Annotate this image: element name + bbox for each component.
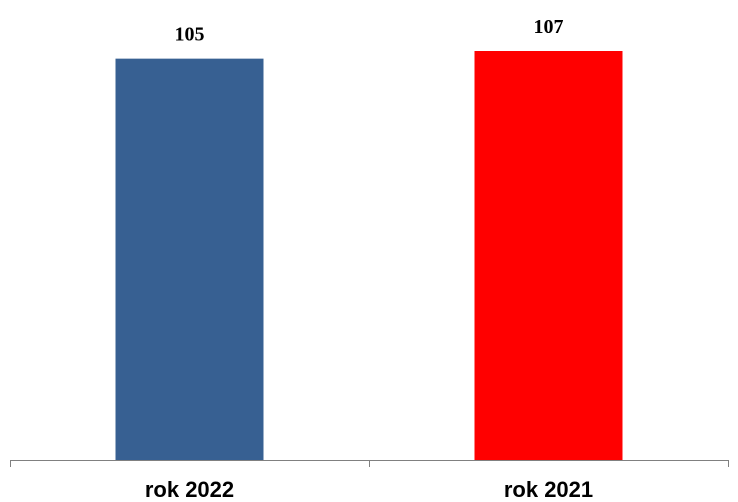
x-axis-ticks bbox=[10, 460, 729, 467]
data-labels-group: 105 107 bbox=[175, 16, 564, 46]
bars-group bbox=[115, 51, 623, 460]
bar-rok-2021 bbox=[474, 51, 623, 460]
category-labels-group: rok 2022 rok 2021 bbox=[145, 477, 593, 502]
bar-rok-2022 bbox=[115, 58, 264, 460]
data-label: 105 bbox=[175, 24, 205, 46]
category-label: rok 2022 bbox=[145, 477, 234, 502]
data-label: 107 bbox=[534, 16, 564, 38]
category-label: rok 2021 bbox=[504, 477, 593, 502]
